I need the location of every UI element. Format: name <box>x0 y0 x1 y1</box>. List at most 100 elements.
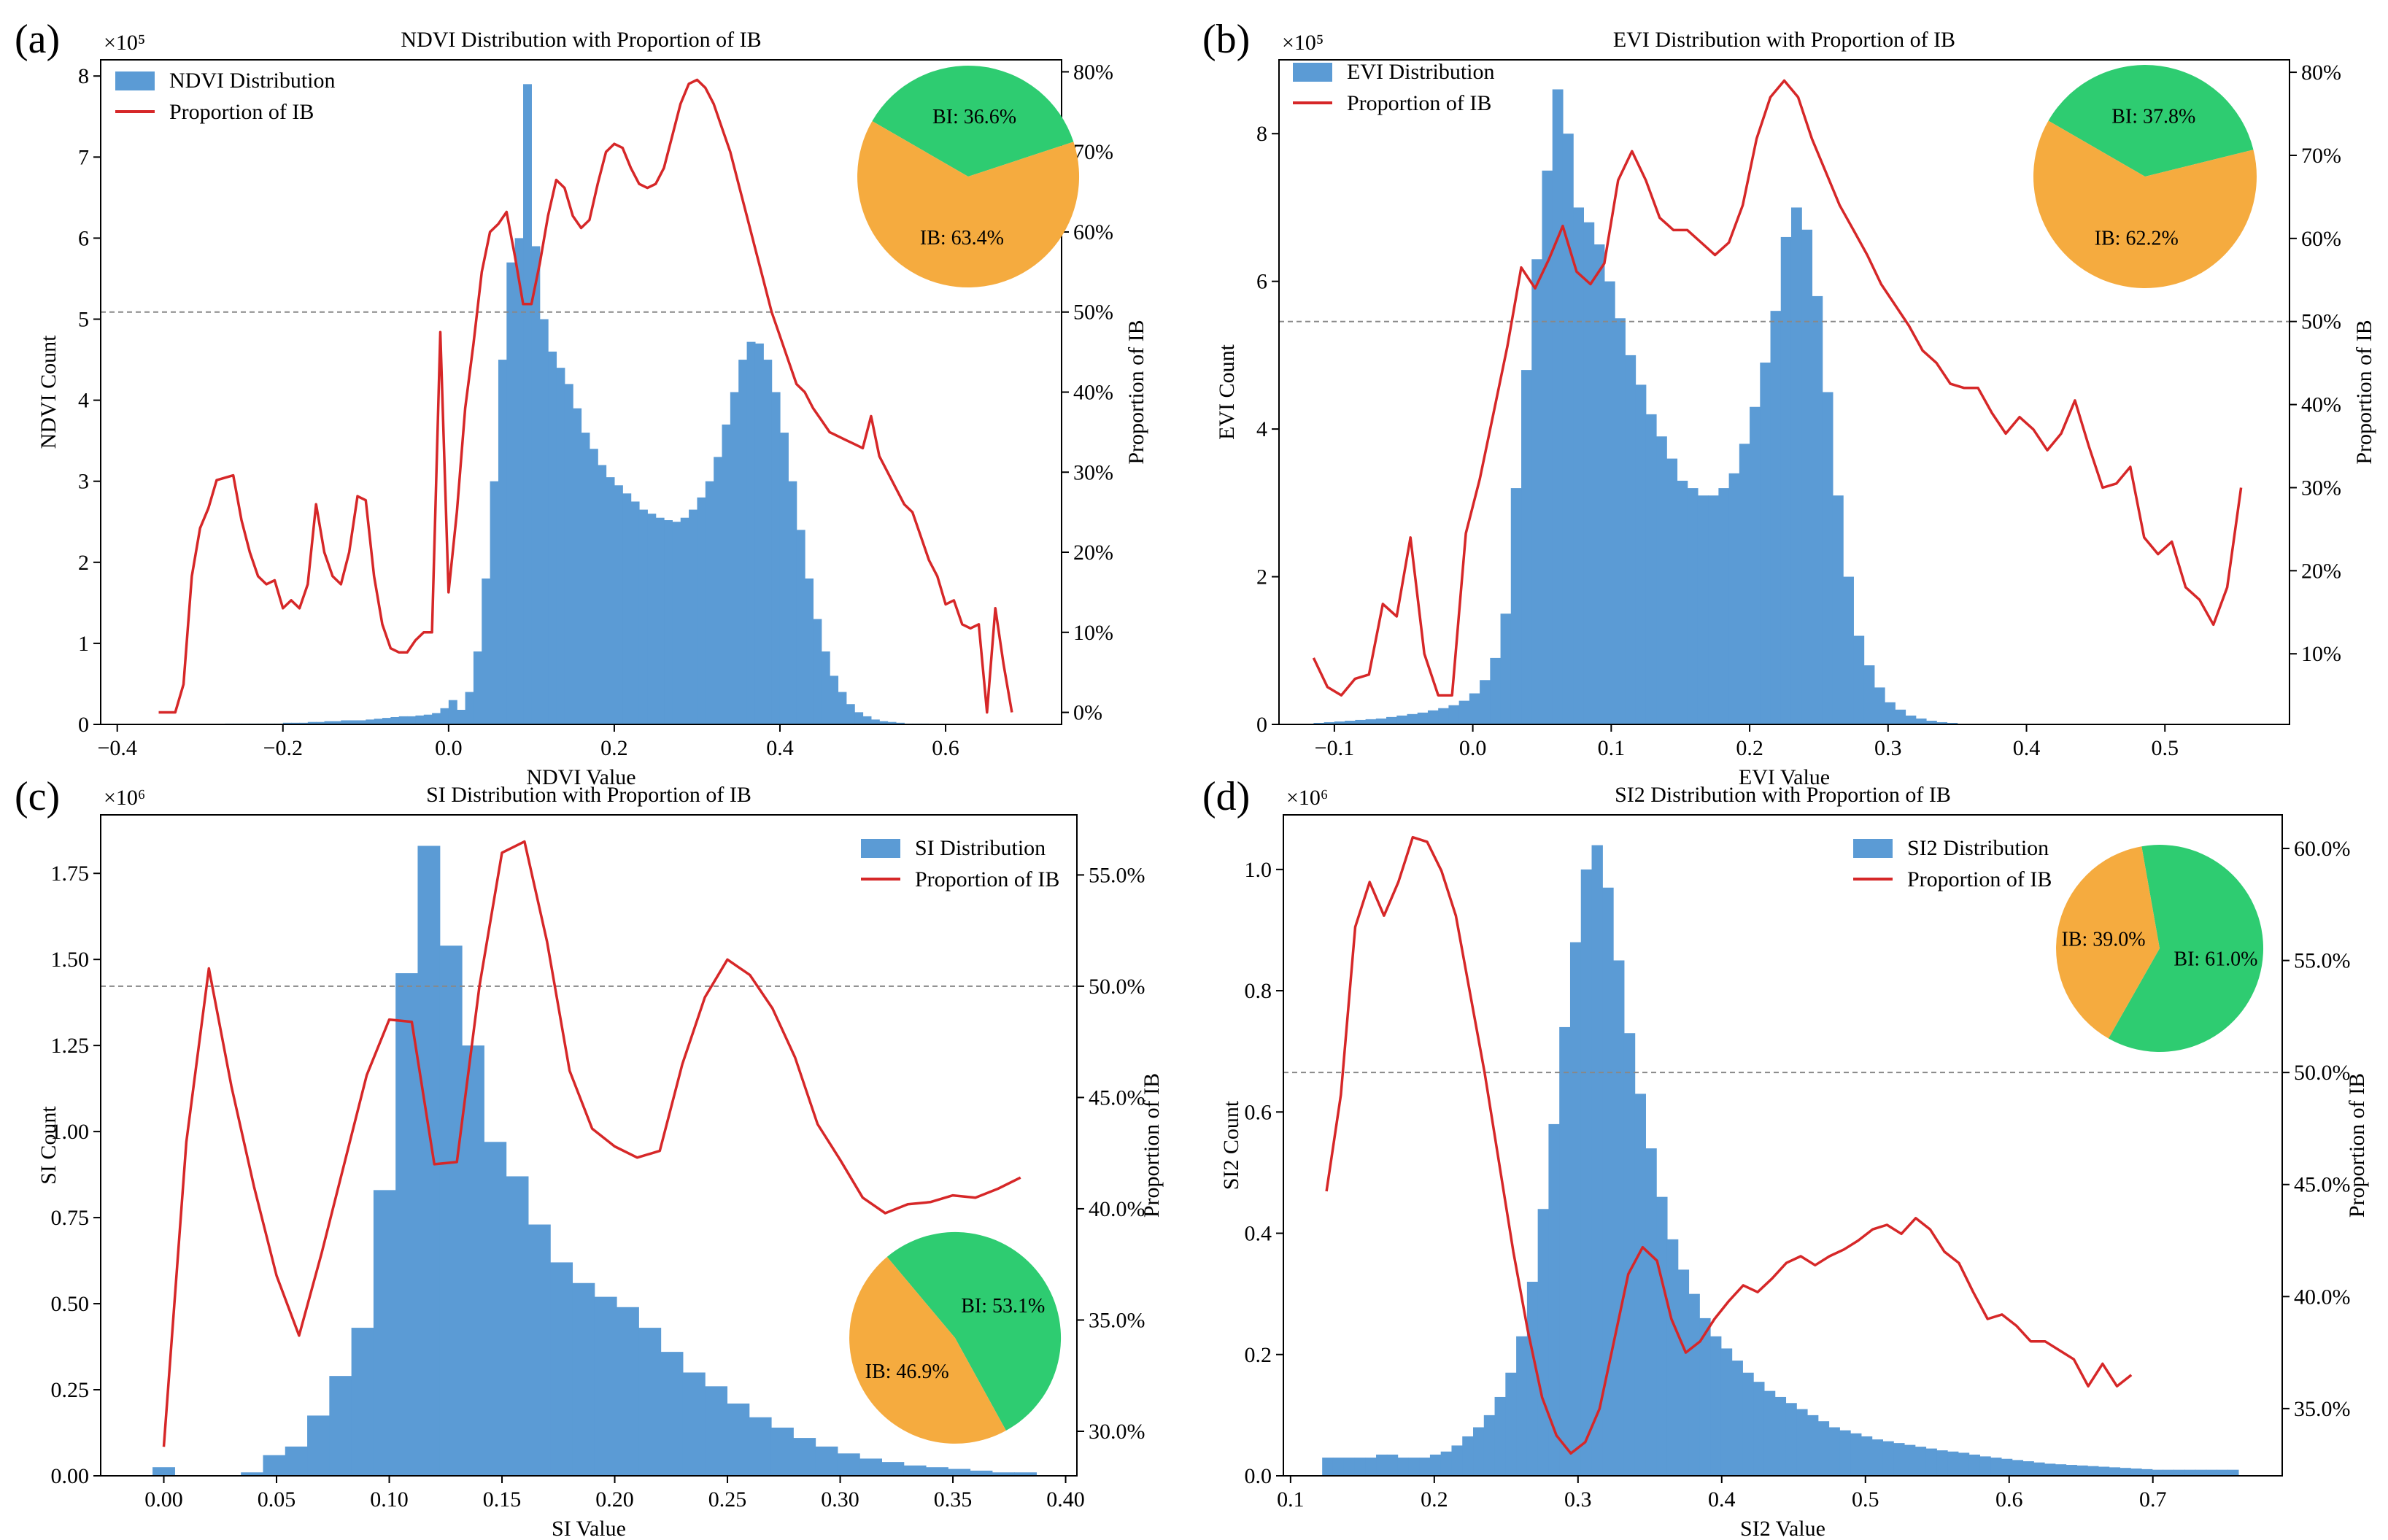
x-tick-label: 0.30 <box>821 1487 859 1512</box>
bar-series <box>225 84 1013 724</box>
histogram-bar <box>1396 715 1408 724</box>
histogram-bar <box>1822 392 1833 724</box>
y2-tick-label: 35.0% <box>2294 1397 2351 1421</box>
y2-tick-label: 10% <box>1073 621 1113 645</box>
y2-tick-label: 45.0% <box>1089 1086 1145 1110</box>
y-tick-label: 2 <box>1256 565 1267 589</box>
histogram-bar <box>727 1403 750 1476</box>
histogram-bar <box>606 477 615 724</box>
histogram-bar <box>705 481 714 724</box>
histogram-bar <box>1562 134 1574 724</box>
legend-bar-swatch <box>1853 839 1893 858</box>
histogram-bar <box>2066 1465 2077 1476</box>
histogram-bar <box>672 522 681 724</box>
histogram-bar <box>647 514 657 724</box>
histogram-bar <box>1750 406 1761 724</box>
histogram-bar <box>448 700 457 724</box>
y-tick-label: 1.0 <box>1245 858 1272 882</box>
histogram-bar <box>1780 236 1792 724</box>
histogram-bar <box>2055 1464 2067 1476</box>
histogram-bar <box>440 708 449 724</box>
panel-d: (d) SI2 Distribution with Proportion of I… <box>1202 774 2369 1540</box>
histogram-bar <box>1718 488 1730 724</box>
histogram-bar <box>697 497 706 724</box>
histogram-bar <box>1720 1348 1733 1476</box>
y2-tick-label: 70% <box>1073 140 1113 164</box>
pie-slice-label: IB: 39.0% <box>2061 929 2145 951</box>
pie-slice <box>2056 846 2160 1039</box>
x-tick-label: 0.10 <box>370 1487 409 1512</box>
bar-series <box>1313 89 2020 724</box>
histogram-bar <box>1516 1336 1528 1476</box>
panel-a: (a) NDVI Distribution with Proportion of … <box>15 17 1148 789</box>
histogram-bar <box>2141 1469 2153 1476</box>
histogram-bar <box>1559 1026 1571 1476</box>
histogram-bar <box>439 945 463 1476</box>
histogram-bar <box>462 1045 484 1476</box>
histogram-bar <box>1666 1239 1679 1476</box>
histogram-bar <box>1458 700 1470 724</box>
histogram-bar <box>1817 1421 1830 1476</box>
y-multiplier: ×10⁵ <box>104 31 145 55</box>
histogram-bar <box>357 720 366 724</box>
histogram-bar <box>548 351 557 724</box>
x-tick-label: 0.4 <box>1708 1487 1736 1512</box>
histogram-bar <box>788 481 797 724</box>
histogram-bar <box>925 1467 948 1476</box>
x-tick-label: 0.3 <box>1874 736 1902 760</box>
y-multiplier: ×10⁶ <box>104 786 145 810</box>
histogram-bar <box>1623 1033 1636 1476</box>
histogram-bar <box>1583 222 1595 724</box>
histogram-bar <box>1828 1427 1840 1476</box>
histogram-bar <box>1407 713 1418 724</box>
y2-tick-label: 50% <box>1073 301 1113 325</box>
histogram-bar <box>528 1224 551 1476</box>
histogram-bar <box>617 1307 639 1476</box>
histogram-bar <box>1440 1451 1453 1476</box>
histogram-bar <box>895 722 905 724</box>
histogram-bar <box>1936 721 1948 724</box>
x-tick-label: −0.1 <box>1315 736 1354 760</box>
histogram-bar <box>1790 207 1802 724</box>
histogram-bar <box>1014 1472 1037 1476</box>
y2-axis-label: Proportion of IB <box>2352 320 2376 464</box>
histogram-bar <box>846 704 855 724</box>
y2-tick-label: 30% <box>2301 476 2341 500</box>
histogram-bar <box>730 392 739 724</box>
y-tick-label: 1.50 <box>51 948 90 972</box>
histogram-bar <box>1365 719 1377 724</box>
histogram-bar <box>749 1417 772 1476</box>
x-tick-label: 0.6 <box>1995 1487 2023 1512</box>
histogram-bar <box>738 360 748 724</box>
histogram-bar <box>581 433 590 724</box>
histogram-bar <box>1494 1396 1506 1476</box>
histogram-bar <box>1322 1458 1334 1476</box>
y2-axis-label: Proportion of IB <box>1124 320 1148 464</box>
y2-tick-label: 60% <box>2301 227 2341 251</box>
histogram-bar <box>948 1469 971 1476</box>
pie-slice <box>857 121 1080 287</box>
pie-slice-label: IB: 46.9% <box>865 1361 949 1383</box>
histogram-bar <box>1591 845 1603 1476</box>
histogram-bar <box>506 262 516 724</box>
panel-label: (c) <box>15 774 60 819</box>
histogram-bar <box>498 360 507 724</box>
histogram-bar <box>1968 1454 1980 1476</box>
histogram-bar <box>2109 1467 2121 1476</box>
histogram-bar <box>1936 1450 1948 1476</box>
histogram-bar <box>638 1328 662 1476</box>
x-tick-label: 0.35 <box>934 1487 973 1512</box>
histogram-bar <box>1697 495 1709 724</box>
y2-tick-label: 20% <box>1073 541 1113 565</box>
histogram-bar <box>390 717 400 724</box>
histogram-bar <box>1656 436 1667 724</box>
histogram-bar <box>1469 693 1480 724</box>
y2-tick-label: 70% <box>2301 144 2341 168</box>
histogram-bar <box>881 1462 905 1476</box>
y2-tick-label: 40% <box>2301 393 2341 417</box>
histogram-bar <box>1376 1454 1388 1476</box>
histogram-bar <box>1386 716 1397 724</box>
x-tick-label: 0.5 <box>2151 736 2179 760</box>
histogram-bar <box>1753 1382 1765 1476</box>
